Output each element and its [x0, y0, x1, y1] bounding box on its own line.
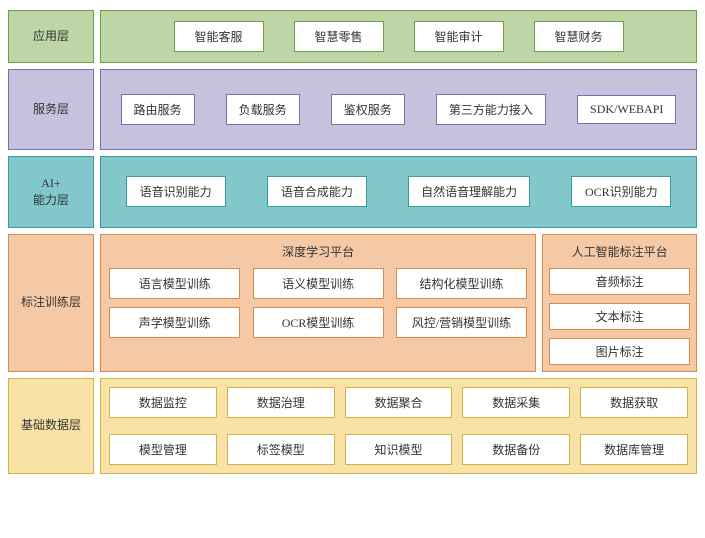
ai-box: 自然语音理解能力 — [408, 176, 530, 207]
data-box: 数据库管理 — [580, 434, 688, 465]
train-box: 语义模型训练 — [253, 268, 384, 299]
training-split: 深度学习平台 语言模型训练 语义模型训练 结构化模型训练 声学模型训练 OCR模… — [100, 234, 697, 372]
svc-box: 第三方能力接入 — [436, 94, 546, 125]
svc-box: 负载服务 — [226, 94, 300, 125]
data-box: 模型管理 — [109, 434, 217, 465]
app-box: 智能审计 — [414, 21, 504, 52]
layer-label-ai: AI+ 能力层 — [8, 156, 94, 228]
panel-title-label: 人工智能标注平台 — [572, 241, 668, 262]
train-box: OCR模型训练 — [253, 307, 384, 338]
app-box: 智慧财务 — [534, 21, 624, 52]
label-box: 音频标注 — [549, 268, 690, 295]
ai-box: 语音识别能力 — [126, 176, 226, 207]
ai-box: OCR识别能力 — [571, 176, 671, 207]
layer-content-application: 智能客服 智慧零售 智能审计 智慧财务 — [100, 10, 697, 63]
deep-learning-panel: 深度学习平台 语言模型训练 语义模型训练 结构化模型训练 声学模型训练 OCR模… — [100, 234, 536, 372]
layer-training: 标注训练层 深度学习平台 语言模型训练 语义模型训练 结构化模型训练 声学模型训… — [8, 234, 697, 372]
data-box: 数据获取 — [580, 387, 688, 418]
label-text: AI+ 能力层 — [33, 175, 69, 209]
label-text: 标注训练层 — [21, 294, 81, 311]
layer-label-training: 标注训练层 — [8, 234, 94, 372]
labeling-panel: 人工智能标注平台 音频标注 文本标注 图片标注 — [542, 234, 697, 372]
label-text: 服务层 — [33, 101, 69, 118]
layer-content-ai: 语音识别能力 语音合成能力 自然语音理解能力 OCR识别能力 — [100, 156, 697, 228]
label-box: 图片标注 — [549, 338, 690, 365]
label-box: 文本标注 — [549, 303, 690, 330]
layer-ai: AI+ 能力层 语音识别能力 语音合成能力 自然语音理解能力 OCR识别能力 — [8, 156, 697, 228]
svc-box: SDK/WEBAPI — [577, 95, 676, 124]
svc-box: 鉴权服务 — [331, 94, 405, 125]
ai-box: 语音合成能力 — [267, 176, 367, 207]
app-box: 智能客服 — [174, 21, 264, 52]
data-box: 数据聚合 — [345, 387, 453, 418]
label-text: 应用层 — [33, 28, 69, 45]
data-box: 标签模型 — [227, 434, 335, 465]
train-box: 声学模型训练 — [109, 307, 240, 338]
layer-data: 基础数据层 数据监控 数据治理 数据聚合 数据采集 数据获取 模型管理 标签模型… — [8, 378, 697, 474]
svc-box: 路由服务 — [121, 94, 195, 125]
layer-label-application: 应用层 — [8, 10, 94, 63]
labeling-body: 音频标注 文本标注 图片标注 — [549, 268, 690, 365]
layer-label-service: 服务层 — [8, 69, 94, 150]
data-box: 知识模型 — [345, 434, 453, 465]
layer-content-service: 路由服务 负载服务 鉴权服务 第三方能力接入 SDK/WEBAPI — [100, 69, 697, 150]
train-box: 结构化模型训练 — [396, 268, 527, 299]
layer-service: 服务层 路由服务 负载服务 鉴权服务 第三方能力接入 SDK/WEBAPI — [8, 69, 697, 150]
deep-body: 语言模型训练 语义模型训练 结构化模型训练 声学模型训练 OCR模型训练 风控/… — [107, 268, 529, 338]
train-box: 风控/营销模型训练 — [396, 307, 527, 338]
data-box: 数据备份 — [462, 434, 570, 465]
data-box: 数据治理 — [227, 387, 335, 418]
label-text: 基础数据层 — [21, 417, 81, 434]
panel-title-deep: 深度学习平台 — [282, 241, 354, 262]
data-row-b: 模型管理 标签模型 知识模型 数据备份 数据库管理 — [109, 434, 688, 465]
layer-content-data: 数据监控 数据治理 数据聚合 数据采集 数据获取 模型管理 标签模型 知识模型 … — [100, 378, 697, 474]
data-box: 数据采集 — [462, 387, 570, 418]
layer-application: 应用层 智能客服 智慧零售 智能审计 智慧财务 — [8, 10, 697, 63]
app-box: 智慧零售 — [294, 21, 384, 52]
layer-label-data: 基础数据层 — [8, 378, 94, 474]
train-box: 语言模型训练 — [109, 268, 240, 299]
data-box: 数据监控 — [109, 387, 217, 418]
data-row-a: 数据监控 数据治理 数据聚合 数据采集 数据获取 — [109, 387, 688, 418]
